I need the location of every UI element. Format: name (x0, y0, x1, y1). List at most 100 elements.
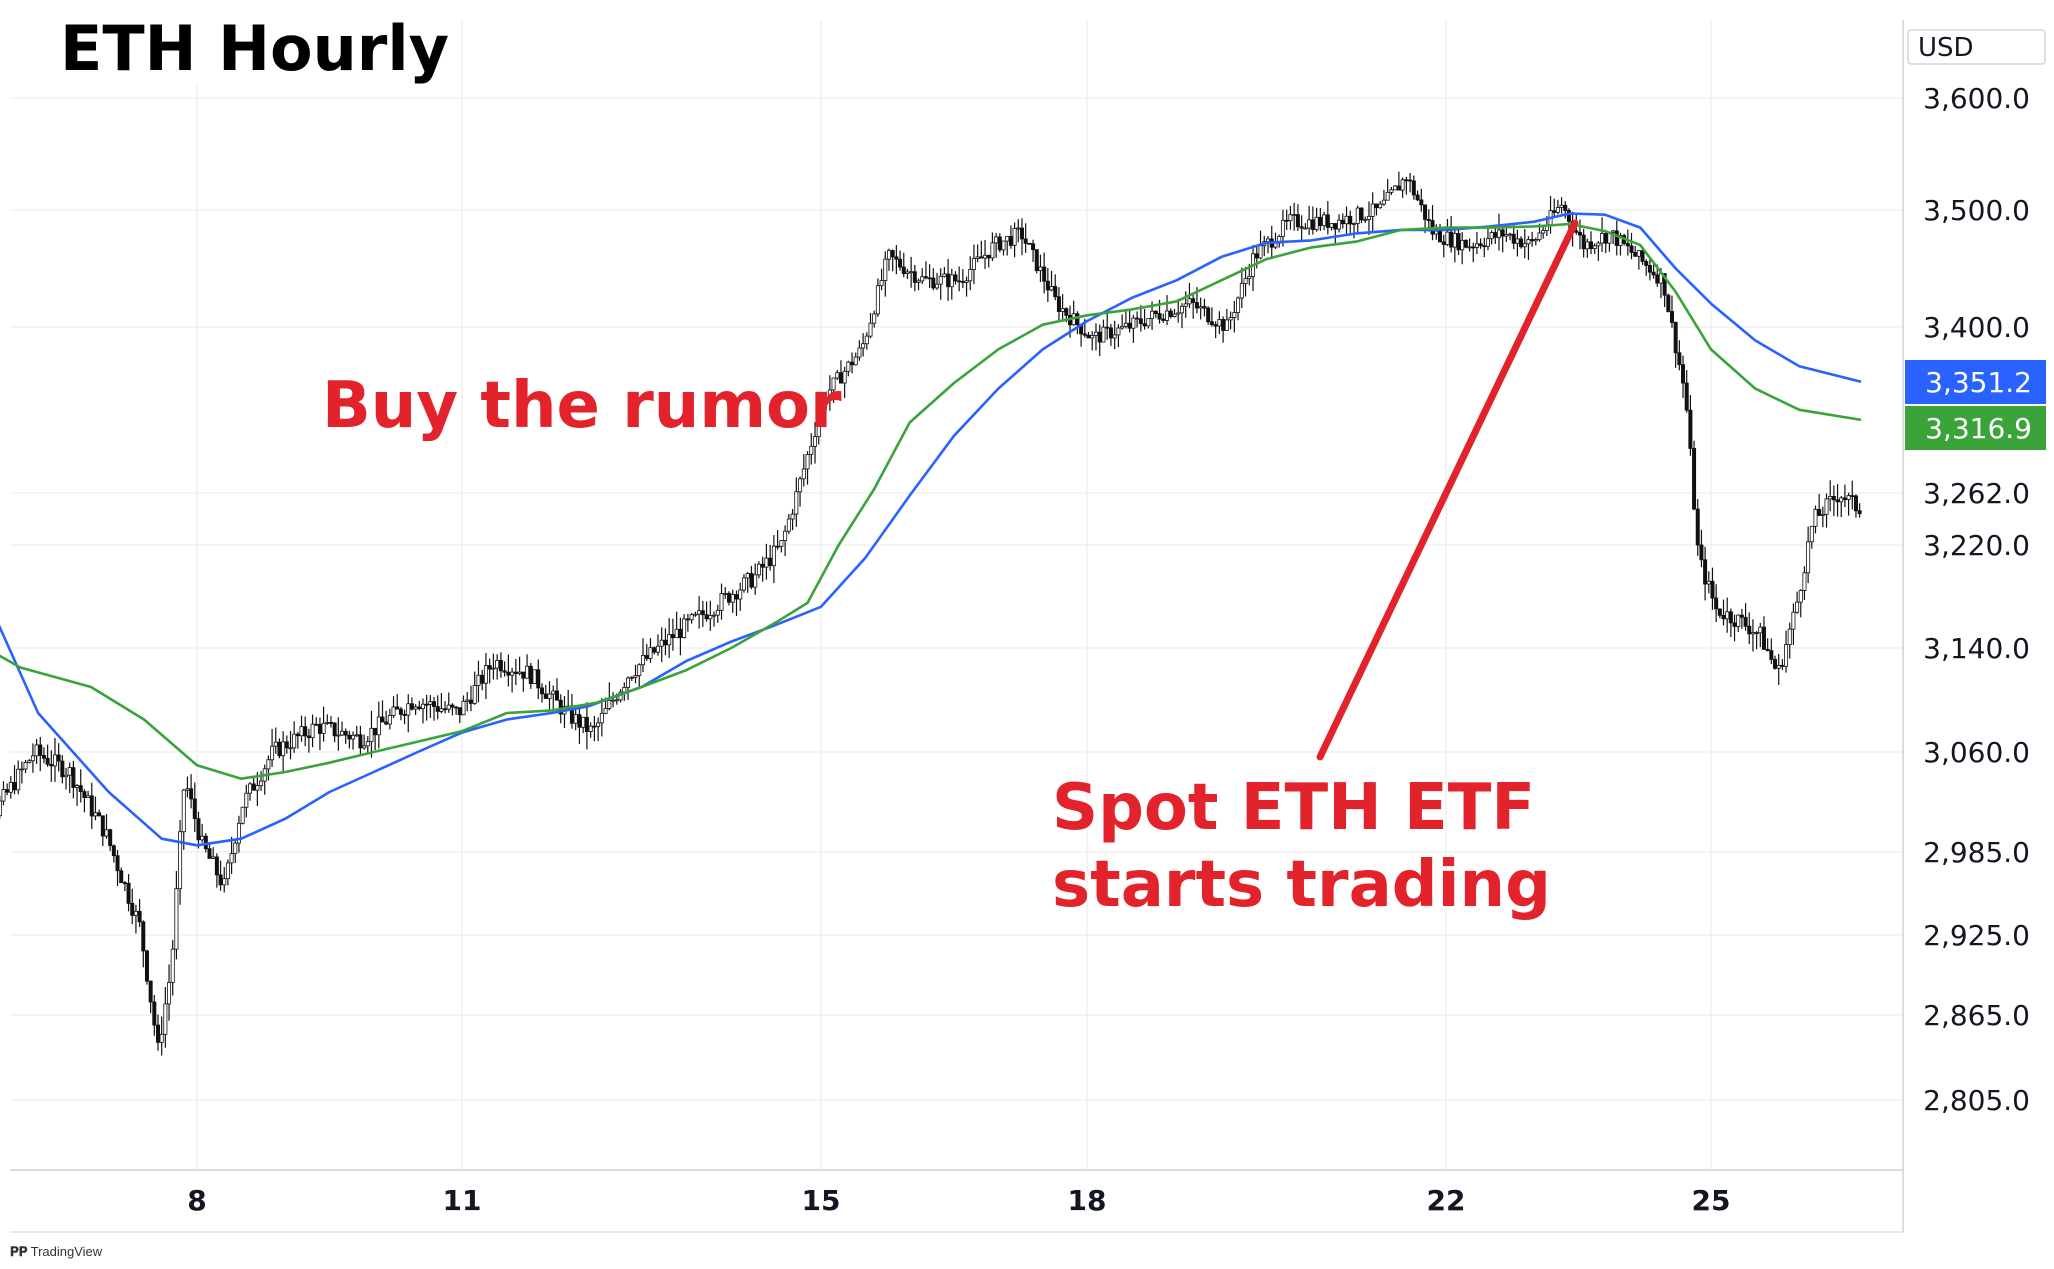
candle (347, 730, 352, 749)
candle (340, 721, 345, 737)
candle (1363, 216, 1368, 223)
candle (122, 880, 127, 892)
annotation-etf-line1: Spot ETH ETF (1052, 771, 1536, 845)
candle (454, 705, 459, 715)
candle (365, 736, 370, 754)
candle (409, 697, 414, 711)
y-tick-label: 3,400.0 (1923, 311, 2030, 344)
candle (1765, 638, 1770, 652)
candle (502, 661, 507, 677)
candle (126, 874, 131, 912)
candle (163, 986, 168, 1048)
candle (1725, 597, 1730, 633)
candle (351, 731, 356, 750)
candle (380, 700, 385, 723)
candle (34, 739, 39, 765)
candle (1449, 215, 1454, 253)
ma-line-blue (0, 212, 1862, 847)
candle (292, 721, 297, 753)
candle (64, 767, 69, 790)
candle (1743, 603, 1748, 631)
candle (872, 310, 877, 328)
candle (1714, 584, 1719, 623)
candle (1408, 172, 1413, 193)
candle (1295, 204, 1300, 232)
candle (670, 618, 675, 651)
candle (727, 591, 732, 606)
candle (299, 715, 304, 742)
candle (536, 659, 541, 700)
candle (745, 572, 750, 593)
candle (159, 1016, 164, 1056)
candle (1112, 320, 1117, 350)
candle (923, 261, 928, 280)
candle (398, 706, 403, 721)
candle (1090, 331, 1095, 351)
candle (207, 842, 212, 859)
candle (1736, 614, 1741, 632)
candle (577, 708, 582, 745)
candle (1519, 236, 1524, 249)
candle (1460, 232, 1465, 265)
candle (314, 717, 319, 727)
candle (1857, 503, 1862, 518)
candle (1541, 226, 1546, 239)
candle (1732, 614, 1737, 642)
candle (738, 582, 743, 611)
candle (1176, 298, 1181, 323)
candle (1526, 236, 1531, 260)
candle (637, 663, 642, 687)
candle (435, 695, 440, 720)
candle (824, 391, 829, 410)
candle (1012, 222, 1017, 258)
candle (979, 240, 984, 259)
candle (144, 949, 149, 985)
candle (779, 540, 784, 553)
candle (1750, 619, 1755, 652)
candle (1471, 242, 1476, 263)
candle (1108, 324, 1113, 346)
candle (835, 369, 840, 381)
candle (1817, 493, 1822, 516)
y-tick-label: 3,500.0 (1923, 194, 2030, 227)
candle (89, 782, 94, 829)
candle (491, 653, 496, 680)
y-tick-label: 2,805.0 (1923, 1084, 2030, 1117)
candle (1717, 608, 1722, 619)
candle (465, 691, 470, 712)
candle (332, 722, 337, 743)
candle (968, 256, 973, 291)
candle (1027, 242, 1032, 245)
candle (1352, 222, 1357, 239)
candle (391, 696, 396, 719)
candle (1445, 218, 1450, 246)
candle (0, 795, 2, 819)
candle (1820, 506, 1825, 528)
candle (325, 714, 330, 725)
candle (1101, 319, 1106, 343)
candle (1310, 206, 1315, 235)
candle (1614, 220, 1619, 256)
currency-selector[interactable]: USD (1907, 29, 2046, 65)
candle (115, 850, 120, 887)
y-tick-label: 3,600.0 (1923, 82, 2030, 115)
candle (358, 725, 363, 757)
candle (964, 276, 969, 297)
candle (801, 454, 806, 487)
chart-title: ETH Hourly (60, 12, 455, 85)
annotation-etf-line2: starts trading (1052, 847, 1551, 922)
candle (510, 667, 515, 693)
candle (1533, 237, 1538, 246)
candle (266, 755, 271, 781)
candle (1, 781, 6, 806)
candle (317, 717, 322, 751)
candle (1344, 206, 1349, 235)
candle (1374, 203, 1379, 216)
candle (273, 727, 278, 754)
candle (827, 375, 832, 411)
candle (1396, 171, 1401, 191)
candle (487, 658, 492, 684)
plot-area (10, 20, 1903, 1170)
candle (730, 589, 735, 613)
